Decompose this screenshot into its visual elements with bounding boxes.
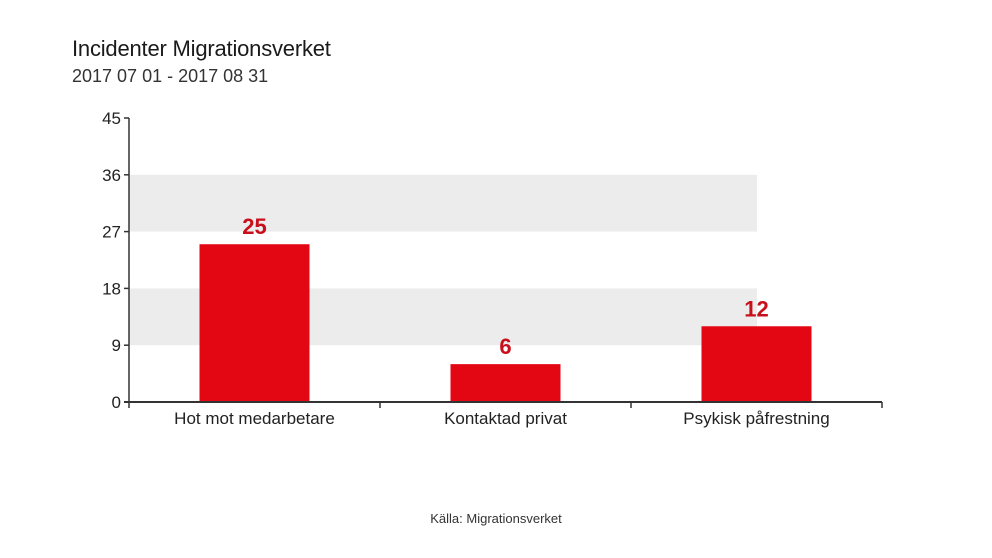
grid-band — [129, 174, 757, 232]
x-category-label: Psykisk påfrestning — [683, 409, 829, 428]
bars — [199, 244, 812, 402]
bar-value-label: 25 — [242, 214, 266, 239]
x-axis-labels: Hot mot medarbetare Kontaktad privat Psyki… — [174, 409, 830, 428]
y-tick-label: 45 — [102, 109, 121, 128]
source-note: Källa: Migrationsverket — [430, 511, 562, 526]
bar-value-label: 12 — [744, 296, 768, 321]
y-tick-label: 36 — [102, 166, 121, 185]
bar — [450, 364, 561, 402]
y-tick-label: 9 — [112, 336, 121, 355]
chart-subtitle: 2017 07 01 - 2017 08 31 — [72, 66, 269, 86]
x-category-label: Kontaktad privat — [444, 409, 567, 428]
x-category-label: Hot mot medarbetare — [174, 409, 335, 428]
bar — [701, 326, 812, 402]
bar-value-labels: 25 6 12 — [242, 214, 768, 359]
chart-title: Incidenter Migrationsverket — [72, 36, 331, 61]
axes — [124, 118, 883, 408]
y-tick-label: 27 — [102, 223, 121, 242]
bar-value-label: 6 — [499, 334, 511, 359]
y-tick-label: 18 — [102, 279, 121, 298]
bar — [199, 244, 310, 402]
y-tick-label: 0 — [112, 393, 121, 412]
y-axis-ticks: 0 9 18 27 36 45 — [102, 109, 129, 412]
